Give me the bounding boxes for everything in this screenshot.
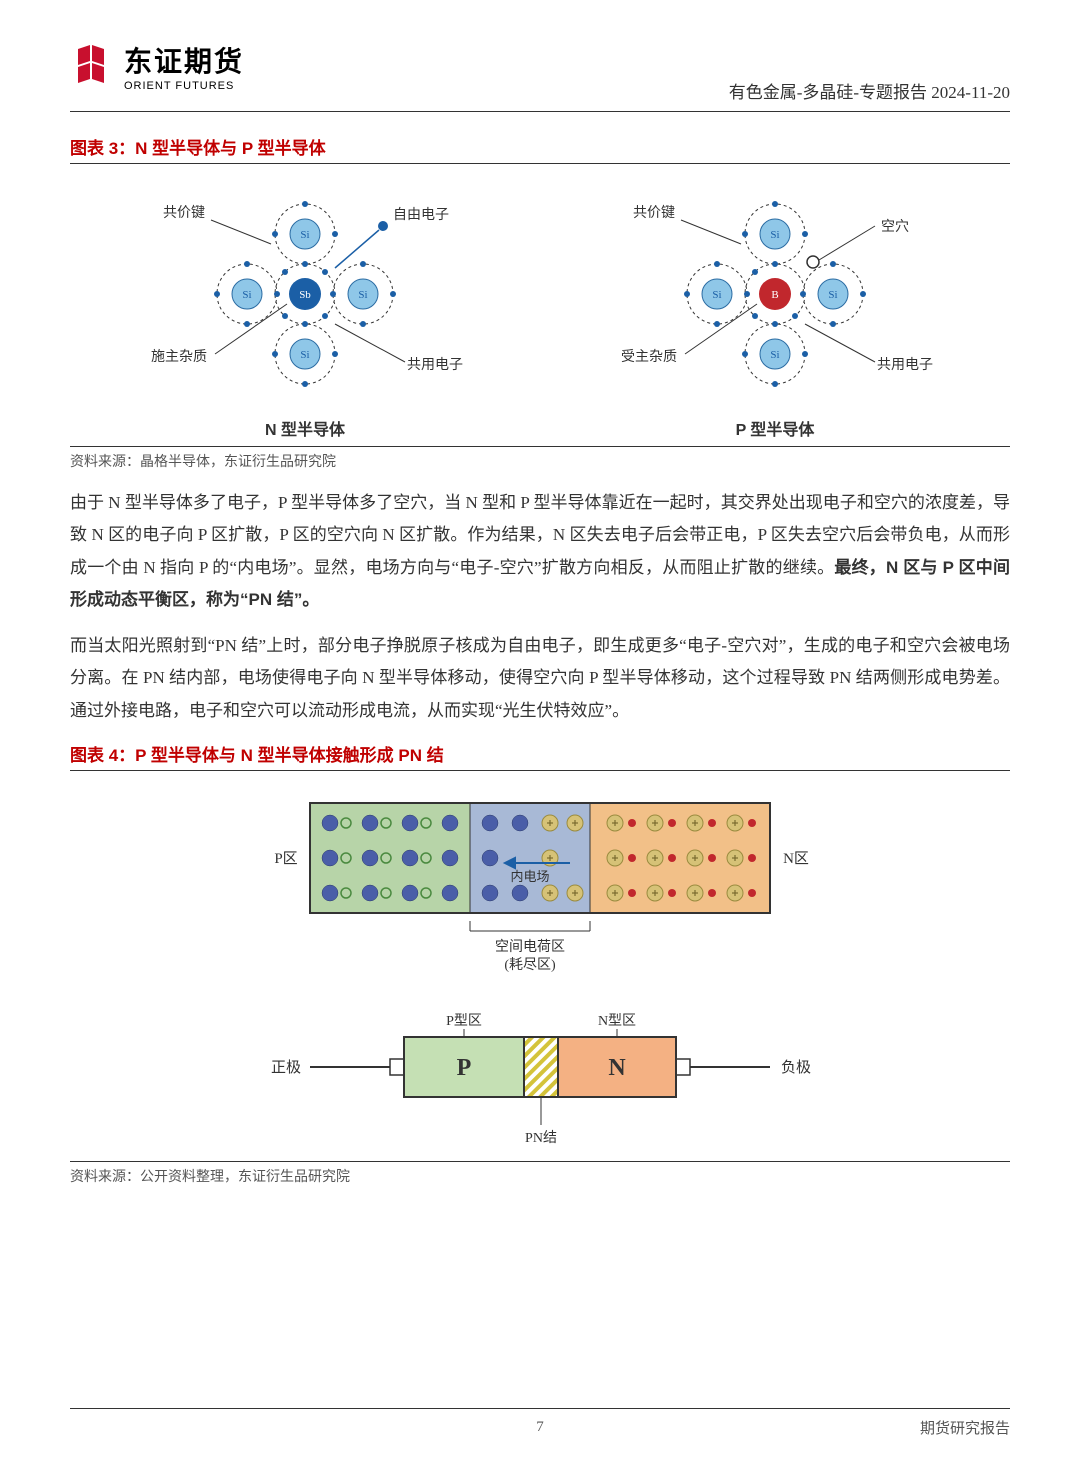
- svg-text:N区: N区: [783, 851, 809, 867]
- pn-junction-bottom: P N P型区 N型区 正极 负极 PN结: [230, 997, 850, 1147]
- label-covalent-bond: 共价键: [163, 202, 205, 222]
- label-donor: 施主杂质: [151, 346, 207, 366]
- inner-field-label: 内电场: [510, 869, 549, 884]
- label-acceptor: 受主杂质: [621, 346, 677, 366]
- fig3-title: 图表 3：N 型半导体与 P 型半导体: [70, 134, 1010, 164]
- page-footer: 7 期货研究报告: [70, 1408, 1010, 1438]
- label-shared-electron-p: 共用电子: [877, 354, 933, 374]
- logo: 东证期货 ORIENT FUTURES: [70, 40, 244, 92]
- fig4-source: 资料来源：公开资料整理，东证衍生品研究院: [70, 1161, 1010, 1186]
- svg-text:正极: 正极: [271, 1059, 301, 1076]
- fig3-diagram: Si Sb: [70, 174, 1010, 416]
- label-covalent-bond-p: 共价键: [633, 202, 675, 222]
- header-rule: [70, 111, 1010, 112]
- fig4-diagram: 内电场: [70, 781, 1010, 1155]
- label-hole: 空穴: [881, 216, 909, 236]
- svg-text:P型区: P型区: [446, 1013, 482, 1029]
- svg-text:空间电荷区: 空间电荷区: [495, 939, 565, 955]
- footer-right: 期货研究报告: [920, 1417, 1010, 1438]
- svg-text:N型区: N型区: [598, 1013, 636, 1029]
- fig3-captions: N 型半导体 P 型半导体: [70, 416, 1010, 440]
- svg-text:P: P: [457, 1055, 472, 1081]
- fig3-source: 资料来源：晶格半导体，东证衍生品研究院: [70, 446, 1010, 471]
- svg-text:P区: P区: [274, 851, 297, 867]
- p-type-diagram: B 共价键 空穴 受主杂质 共用电子: [585, 182, 965, 412]
- svg-text:B: B: [771, 289, 778, 301]
- n-type-diagram: Si Sb: [115, 182, 495, 412]
- label-shared-electron: 共用电子: [407, 354, 463, 374]
- logo-icon: [70, 43, 116, 89]
- paragraph-2: 而当太阳光照射到“PN 结”上时，部分电子挣脱原子核成为自由电子，即生成更多“电…: [70, 630, 1010, 727]
- n-caption: N 型半导体: [115, 416, 495, 440]
- logo-text-en: ORIENT FUTURES: [124, 80, 244, 92]
- label-free-electron: 自由电子: [393, 204, 449, 224]
- header-meta: 有色金属-多晶硅-专题报告 2024-11-20: [729, 78, 1010, 103]
- page-number: 7: [536, 1419, 544, 1436]
- svg-text:负极: 负极: [781, 1059, 811, 1076]
- paragraph-1: 由于 N 型半导体多了电子，P 型半导体多了空穴，当 N 型和 P 型半导体靠近…: [70, 487, 1010, 616]
- fig4-title: 图表 4：P 型半导体与 N 型半导体接触形成 PN 结: [70, 741, 1010, 771]
- svg-text:Sb: Sb: [299, 289, 311, 301]
- svg-text:(耗尽区): (耗尽区): [504, 957, 556, 973]
- p-caption: P 型半导体: [585, 416, 965, 440]
- pn-junction-top: 内电场: [230, 793, 850, 983]
- svg-text:N: N: [608, 1055, 626, 1081]
- page-header: 东证期货 ORIENT FUTURES 有色金属-多晶硅-专题报告 2024-1…: [70, 40, 1010, 103]
- svg-text:PN结: PN结: [525, 1130, 557, 1146]
- logo-text-cn: 东证期货: [124, 40, 244, 80]
